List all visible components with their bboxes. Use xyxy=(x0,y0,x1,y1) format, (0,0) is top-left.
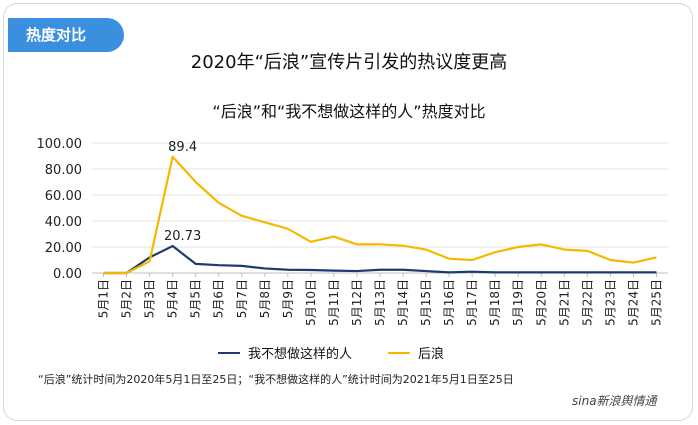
x-tick-label: 5月6日 xyxy=(212,279,226,318)
x-tick-label: 5月7日 xyxy=(235,279,249,318)
x-tick-label: 5月20日 xyxy=(534,279,548,326)
x-tick-label: 5月14日 xyxy=(396,279,410,326)
y-tick-label: 40.00 xyxy=(45,215,82,230)
x-tick-label: 5月9日 xyxy=(281,279,295,318)
x-tick-label: 5月10日 xyxy=(304,279,318,326)
x-tick-label: 5月8日 xyxy=(258,279,272,318)
data-label: 89.4 xyxy=(168,140,197,155)
data-label: 20.73 xyxy=(164,229,201,244)
y-tick-label: 20.00 xyxy=(45,241,82,256)
x-tick-label: 5月11日 xyxy=(327,279,341,326)
footnote: “后浪”统计时间为2020年5月1日至25日；“我不想做这样的人”统计时间为20… xyxy=(38,373,514,386)
x-tick-label: 5月5日 xyxy=(189,279,203,318)
x-tick-label: 5月4日 xyxy=(166,279,180,318)
y-tick-label: 80.00 xyxy=(45,163,82,178)
x-tick-label: 5月3日 xyxy=(143,279,157,318)
legend-swatch-series-1 xyxy=(388,351,410,354)
x-tick-label: 5月2日 xyxy=(120,279,134,318)
watermark-logo: sina新浪舆情通 xyxy=(572,394,657,408)
x-tick-label: 5月23日 xyxy=(603,279,617,326)
x-tick-label: 5月22日 xyxy=(580,279,594,326)
x-tick-label: 5月13日 xyxy=(373,279,387,326)
legend-label-series-1: 后浪 xyxy=(418,347,445,362)
chart-title: “后浪”和“我不想做这样的人”热度对比 xyxy=(212,102,486,121)
x-tick-label: 5月24日 xyxy=(626,279,640,326)
x-tick-label: 5月19日 xyxy=(511,279,525,326)
x-tick-label: 5月16日 xyxy=(442,279,456,326)
section-tag: 热度对比 xyxy=(8,18,124,52)
y-tick-label: 60.00 xyxy=(45,189,82,204)
legend-label-series-0: 我不想做这样的人 xyxy=(248,347,353,362)
page-title: 2020年“后浪”宣传片引发的热议度更高 xyxy=(190,52,508,73)
y-tick-label: 0.00 xyxy=(53,267,82,282)
y-tick-label: 100.00 xyxy=(37,137,83,152)
x-tick-label: 5月25日 xyxy=(649,279,663,326)
x-tick-label: 5月18日 xyxy=(488,279,502,326)
legend-item-series-1: 后浪 xyxy=(388,343,444,362)
x-tick-label: 5月1日 xyxy=(97,279,111,318)
card-frame xyxy=(3,3,693,421)
x-tick-label: 5月15日 xyxy=(419,279,433,326)
x-tick-label: 5月12日 xyxy=(350,279,364,326)
legend-item-series-0: 我不想做这样的人 xyxy=(218,343,352,362)
x-tick-label: 5月21日 xyxy=(557,279,571,326)
legend-swatch-series-0 xyxy=(218,351,240,354)
x-tick-label: 5月17日 xyxy=(465,279,479,326)
